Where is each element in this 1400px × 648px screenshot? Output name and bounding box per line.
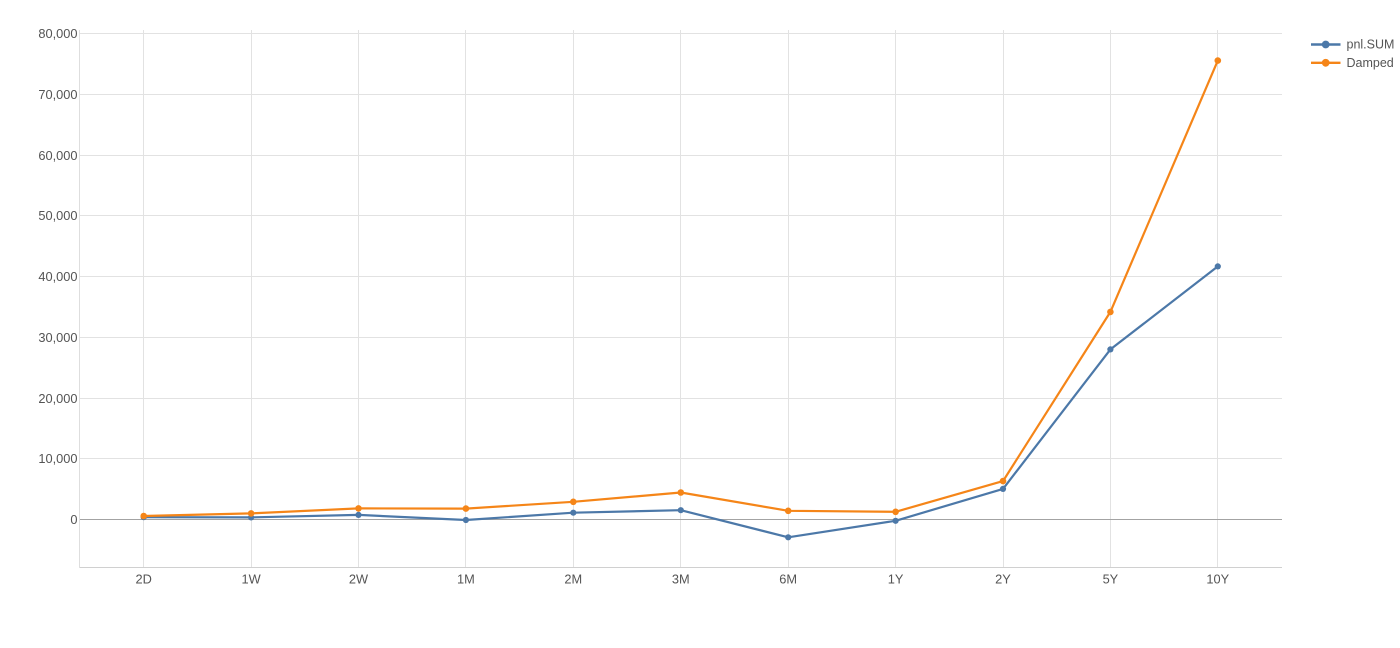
svg-text:pnl.SUM: pnl.SUM (1347, 38, 1395, 52)
svg-text:1W: 1W (241, 571, 261, 586)
svg-text:10Y: 10Y (1206, 571, 1229, 586)
svg-text:2D: 2D (136, 571, 152, 586)
svg-text:10,000: 10,000 (38, 451, 77, 466)
svg-text:0: 0 (70, 512, 77, 527)
svg-text:20,000: 20,000 (38, 391, 77, 406)
svg-text:Damped: Damped (1347, 56, 1394, 70)
svg-text:50,000: 50,000 (38, 208, 77, 223)
svg-text:40,000: 40,000 (38, 269, 77, 284)
svg-text:6M: 6M (779, 571, 797, 586)
svg-text:2Y: 2Y (995, 571, 1011, 586)
svg-text:80,000: 80,000 (38, 26, 77, 41)
svg-text:2W: 2W (349, 571, 369, 586)
svg-text:2M: 2M (564, 571, 582, 586)
svg-text:70,000: 70,000 (38, 87, 77, 102)
svg-text:3M: 3M (672, 571, 690, 586)
svg-text:1Y: 1Y (888, 571, 904, 586)
svg-text:60,000: 60,000 (38, 148, 77, 163)
svg-text:30,000: 30,000 (38, 330, 77, 345)
svg-text:1M: 1M (457, 571, 475, 586)
svg-text:5Y: 5Y (1103, 571, 1119, 586)
